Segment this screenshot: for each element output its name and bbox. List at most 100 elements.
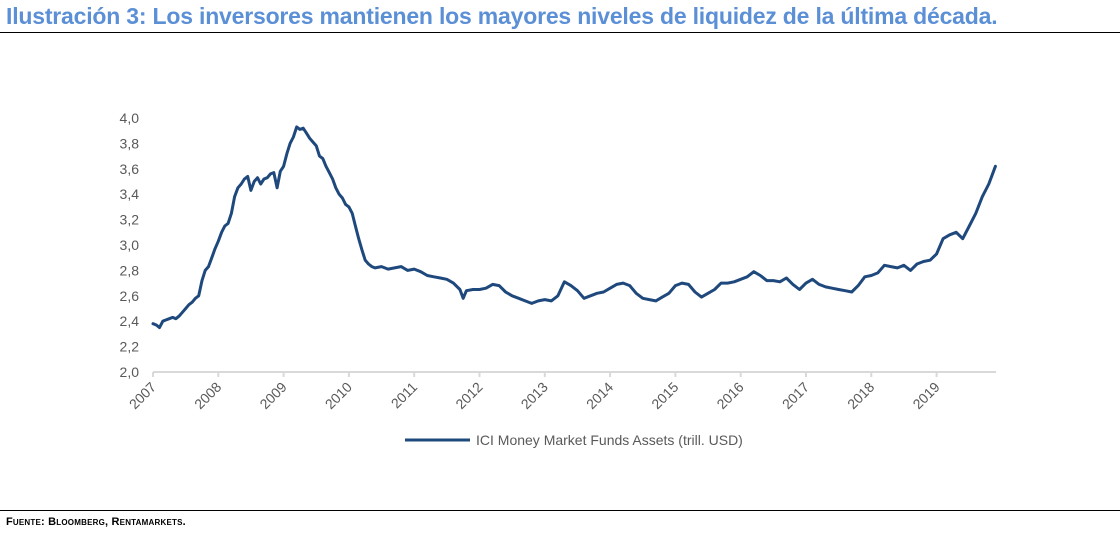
data-point: [569, 284, 573, 287]
data-point: [700, 295, 703, 299]
data-point: [687, 283, 690, 286]
data-point: [256, 176, 259, 179]
data-point: [896, 266, 899, 270]
data-point: [295, 125, 298, 129]
data-point: [351, 212, 354, 215]
data-point: [635, 292, 638, 295]
data-point: [347, 205, 351, 209]
y-tick-label: 3,6: [120, 161, 140, 177]
data-point: [419, 270, 422, 273]
data-point: [230, 212, 233, 215]
data-point: [602, 290, 605, 294]
x-tick-label: 2010: [322, 379, 355, 412]
data-point: [213, 247, 217, 250]
data-point: [994, 165, 997, 168]
data-point: [537, 299, 540, 303]
data-point: [759, 274, 762, 277]
data-point: [733, 280, 736, 283]
title-divider: [0, 32, 1120, 33]
data-point: [164, 318, 168, 322]
data-point: [321, 157, 324, 160]
data-point: [889, 265, 893, 268]
data-point: [445, 278, 448, 281]
data-point: [462, 297, 465, 300]
source-note: Fuente: Bloomberg, Rentamarkets.: [6, 516, 186, 528]
data-point: [217, 240, 220, 243]
data-point: [491, 283, 494, 286]
data-point: [497, 284, 501, 287]
data-point: [615, 283, 618, 286]
data-point: [863, 275, 866, 278]
data-point: [804, 281, 808, 285]
data-point: [308, 137, 311, 140]
data-point: [974, 212, 977, 215]
data-point: [357, 237, 360, 240]
data-point: [752, 270, 755, 273]
data-point: [478, 288, 481, 291]
data-point: [589, 294, 592, 297]
data-point: [608, 287, 612, 290]
data-point: [337, 193, 341, 196]
data-point: [370, 265, 373, 268]
data-point: [563, 280, 566, 283]
data-point: [246, 175, 249, 178]
y-tick-label: 4,0: [120, 110, 140, 126]
legend: ICI Money Market Funds Assets (trill. US…: [405, 432, 743, 448]
data-point: [772, 279, 775, 282]
data-point: [334, 186, 337, 189]
data-point: [661, 295, 664, 299]
data-point: [282, 165, 285, 168]
data-point: [837, 288, 840, 291]
x-tick-label: 2018: [844, 379, 877, 412]
data-point: [811, 278, 814, 281]
data-point: [857, 284, 860, 287]
data-point: [331, 177, 334, 181]
data-point: [406, 269, 409, 272]
data-point: [595, 292, 599, 295]
data-point: [844, 289, 847, 292]
data-point: [739, 278, 742, 281]
data-point: [504, 290, 507, 294]
data-point: [517, 297, 520, 300]
data-point: [981, 195, 984, 198]
data-point: [719, 281, 723, 285]
data-point: [155, 323, 158, 327]
data-point: [161, 320, 164, 323]
series-group: [151, 125, 997, 330]
y-tick-label: 2,2: [120, 339, 140, 355]
data-point: [318, 154, 321, 158]
x-axis-ticks: [152, 372, 938, 377]
data-point: [236, 186, 240, 189]
data-point: [948, 233, 951, 236]
data-point: [223, 224, 226, 228]
data-point: [817, 283, 821, 286]
data-point: [168, 317, 171, 320]
data-point: [191, 301, 194, 304]
data-point: [354, 224, 357, 228]
data-point: [226, 222, 230, 225]
data-point: [935, 252, 938, 256]
data-point: [360, 248, 364, 252]
data-point: [200, 279, 204, 282]
data-point: [471, 288, 475, 291]
data-point: [399, 265, 403, 268]
y-tick-label: 2,4: [120, 313, 140, 329]
data-point: [204, 269, 207, 272]
data-point: [413, 267, 416, 271]
data-point: [530, 302, 533, 305]
data-point: [266, 176, 269, 179]
data-point: [305, 132, 308, 135]
y-tick-label: 2,6: [120, 288, 140, 304]
data-point: [824, 285, 827, 289]
data-point: [693, 290, 697, 294]
data-point: [452, 281, 455, 285]
data-point: [990, 174, 994, 177]
data-point: [510, 294, 514, 297]
x-tick-label: 2013: [518, 379, 551, 412]
data-point: [279, 170, 282, 173]
x-tick-label: 2007: [126, 379, 159, 412]
x-tick-label: 2016: [713, 379, 746, 412]
data-point: [556, 294, 560, 297]
legend-label: ICI Money Market Funds Assets (trill. US…: [476, 432, 743, 448]
data-point: [249, 189, 253, 192]
